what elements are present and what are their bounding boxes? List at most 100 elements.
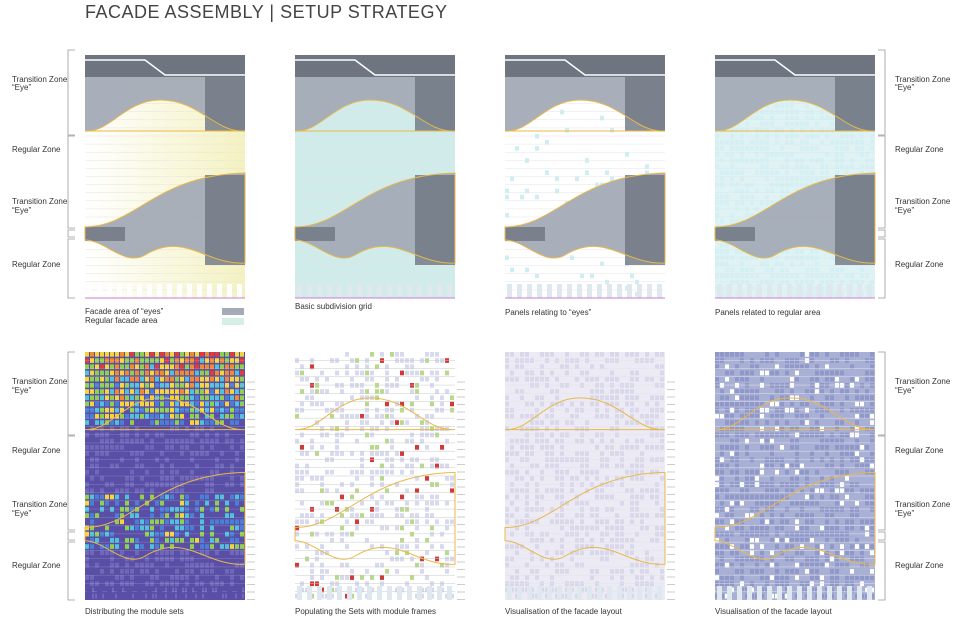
- module-cell: [785, 581, 789, 587]
- module-cell: [180, 525, 184, 531]
- comb-tooth: [327, 586, 332, 600]
- module-cell: [760, 121, 764, 127]
- module-cell: [225, 352, 229, 357]
- module-cell: [755, 407, 759, 413]
- module-cell: [595, 488, 599, 494]
- module-cell: [750, 200, 754, 206]
- module-cell: [840, 550, 844, 556]
- module-cell: [845, 562, 849, 568]
- module-cell: [775, 407, 779, 413]
- module-cell: [410, 469, 414, 475]
- module-cell: [805, 494, 809, 500]
- module-cell: [90, 407, 94, 413]
- module-cell: [720, 581, 724, 587]
- module-cell: [315, 389, 319, 394]
- module-cell: [625, 550, 629, 556]
- module-cell: [445, 562, 449, 568]
- module-cell: [445, 358, 449, 363]
- module-cell: [725, 507, 729, 512]
- module-cell: [770, 451, 774, 456]
- module-cell: [650, 469, 654, 475]
- comb-tooth: [177, 284, 182, 298]
- comb-tooth: [727, 586, 732, 600]
- module-cell: [830, 581, 834, 587]
- comb-tooth: [97, 586, 102, 600]
- module-cell: [610, 127, 614, 133]
- module-cell: [90, 395, 94, 401]
- module-cell: [380, 414, 384, 419]
- module-cell: [310, 358, 314, 363]
- module-cell: [870, 531, 874, 537]
- module-cell: [295, 562, 299, 568]
- module-cell: [315, 476, 319, 481]
- module-cell: [380, 581, 384, 587]
- module-cell: [795, 376, 799, 382]
- module-cell: [440, 544, 444, 549]
- module-cell: [570, 420, 574, 425]
- module-cell: [635, 279, 639, 285]
- module-cell: [790, 389, 794, 394]
- module-cell: [110, 426, 114, 432]
- module-cell: [510, 176, 514, 182]
- module-cell: [370, 507, 374, 512]
- module-cell: [585, 469, 589, 475]
- module-cell: [210, 401, 214, 407]
- module-cell: [835, 569, 839, 574]
- module-cell: [610, 352, 614, 357]
- module-cell: [660, 569, 664, 574]
- module-cell: [300, 513, 304, 518]
- module-cell: [315, 376, 319, 382]
- module-cell: [315, 531, 319, 537]
- module-cell: [815, 488, 819, 494]
- module-cell: [750, 544, 754, 549]
- module-cell: [185, 507, 189, 512]
- module-cell: [825, 401, 829, 407]
- module-cell: [850, 482, 854, 487]
- module-cell: [205, 569, 209, 574]
- module-cell: [235, 494, 239, 500]
- module-cell: [430, 395, 434, 401]
- module-cell: [615, 525, 619, 531]
- module-cell: [810, 575, 814, 580]
- module-cell: [195, 426, 199, 432]
- module-cell: [210, 445, 214, 450]
- module-cell: [545, 562, 549, 568]
- module-cell: [770, 358, 774, 363]
- module-cell: [310, 531, 314, 537]
- module-cell: [510, 352, 514, 357]
- module-cell: [540, 538, 544, 543]
- module-cell: [545, 438, 549, 444]
- module-cell: [765, 140, 769, 145]
- facade-panel: [84, 55, 246, 299]
- module-cell: [740, 267, 744, 273]
- module-cell: [110, 352, 114, 357]
- module-cell: [795, 432, 799, 438]
- module-cell: [615, 569, 619, 574]
- module-cell: [805, 267, 809, 273]
- module-cell: [510, 463, 514, 469]
- module-cell: [380, 469, 384, 475]
- module-cell: [835, 158, 839, 163]
- comb-tooth: [207, 586, 212, 600]
- module-cell: [820, 389, 824, 394]
- module-cell: [530, 414, 534, 419]
- module-cell: [235, 544, 239, 549]
- comb-tooth: [447, 586, 452, 600]
- module-cell: [740, 401, 744, 407]
- comb-tooth: [447, 284, 452, 298]
- module-cell: [540, 352, 544, 357]
- module-cell: [715, 146, 719, 151]
- module-cell: [375, 469, 379, 475]
- module-cell: [595, 432, 599, 438]
- module-cell: [735, 249, 739, 254]
- module-cell: [850, 432, 854, 438]
- module-cell: [855, 414, 859, 419]
- module-cell: [300, 445, 304, 450]
- module-cell: [540, 581, 544, 587]
- module-cell: [720, 255, 724, 261]
- module-cell: [840, 140, 844, 145]
- zone-bracket: [878, 435, 886, 531]
- module-cell: [865, 488, 869, 494]
- module-cell: [730, 445, 734, 450]
- module-cell: [850, 383, 854, 388]
